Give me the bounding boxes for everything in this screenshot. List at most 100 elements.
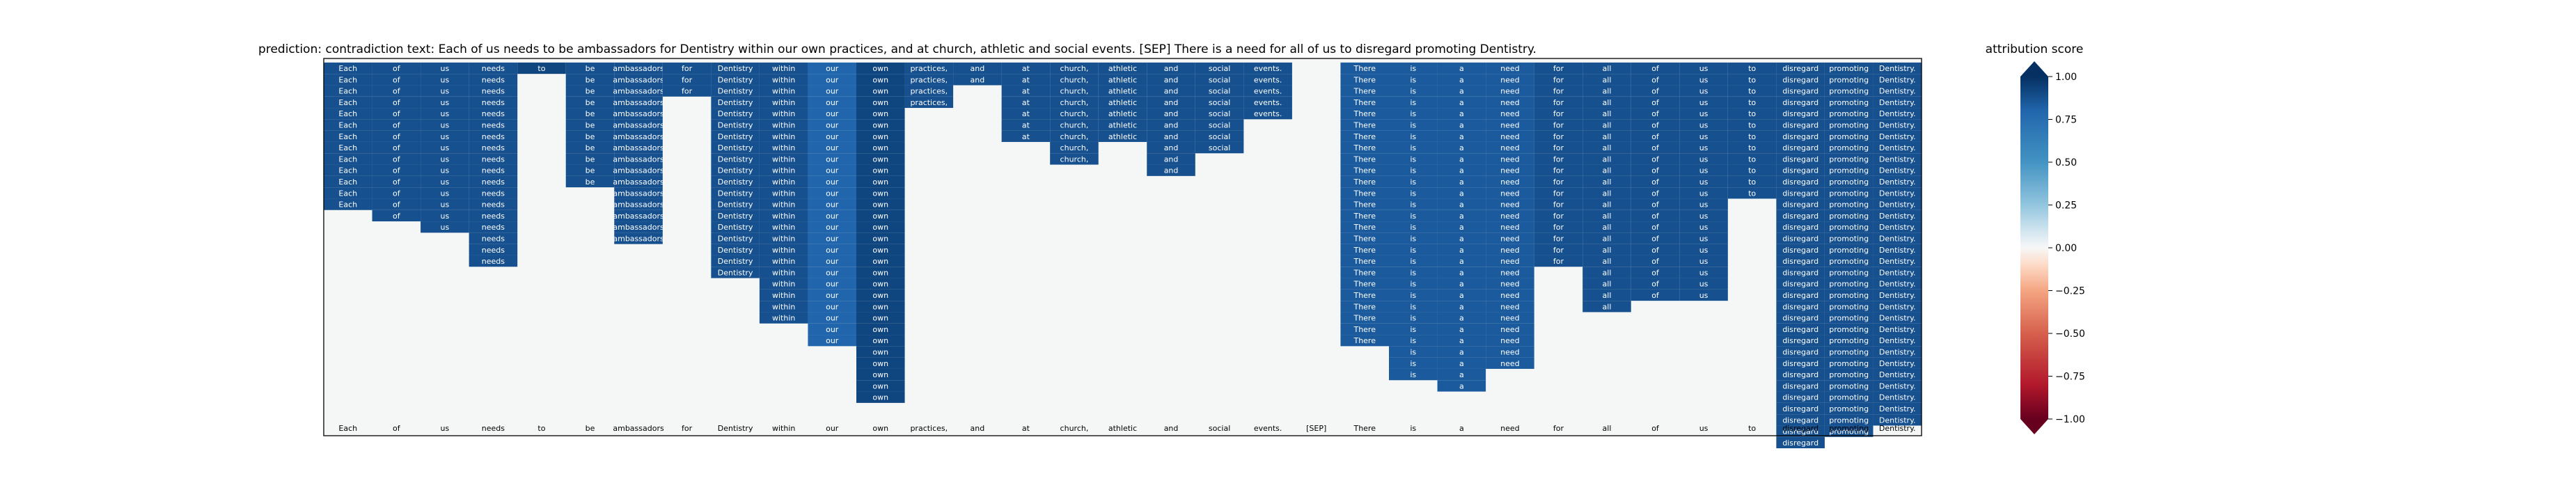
cell-token-label: within: [772, 155, 795, 164]
cell-token-label: within: [772, 268, 795, 277]
cell-token-label: all: [1603, 87, 1612, 96]
heatmap-cell: [1631, 232, 1680, 244]
cell-token-label: is: [1410, 75, 1416, 84]
cell-token-label: ambassadors: [613, 200, 664, 210]
heatmap-cell: [1001, 119, 1051, 131]
heatmap-cell: [1340, 130, 1389, 142]
cell-token-label: of: [1651, 155, 1660, 164]
cell-token-label: is: [1410, 268, 1416, 277]
x-tick-label: events.: [1254, 424, 1282, 433]
heatmap-cell: [1631, 85, 1680, 97]
heatmap-cell: [372, 153, 421, 165]
cell-token-label: needs: [482, 246, 505, 255]
cell-token-label: our: [826, 75, 839, 84]
cell-token-label: a: [1459, 75, 1464, 84]
cell-token-label: for: [1553, 75, 1564, 84]
heatmap-cell: [856, 244, 905, 255]
heatmap-cell: [1776, 402, 1825, 415]
cell-token-label: own: [872, 155, 888, 164]
cell-token-label: events.: [1254, 75, 1282, 84]
heatmap-cell: [1340, 153, 1389, 165]
heatmap-cell: [469, 164, 518, 176]
cell-token-label: disregard: [1782, 314, 1819, 323]
cell-token-label: is: [1410, 246, 1416, 255]
heatmap-cell: [904, 96, 954, 109]
x-tick-label: a: [1459, 424, 1464, 433]
cell-token-label: disregard: [1782, 155, 1819, 164]
heatmap-cell: [711, 198, 760, 210]
heatmap-cell: [324, 96, 372, 109]
cell-token-label: Dentistry: [718, 87, 753, 96]
cell-token-label: us: [1699, 166, 1709, 175]
heatmap-cell: [1389, 346, 1438, 358]
heatmap-cell: [1001, 62, 1051, 74]
cell-token-label: promoting: [1829, 200, 1869, 210]
cell-token-label: Dentistry.: [1879, 155, 1916, 164]
cell-token-label: of: [1651, 143, 1660, 152]
heatmap-cell: [1824, 267, 1874, 278]
x-tick-labels: Each of us needs to be ambassadors for Dentistry…: [338, 424, 1915, 433]
cell-token-label: us: [1699, 235, 1709, 244]
heatmap-cell: [1389, 119, 1438, 131]
cell-token-label: Each: [338, 155, 357, 164]
cell-token-label: is: [1410, 177, 1416, 187]
heatmap-cell: [1582, 210, 1631, 222]
heatmap-cell: [614, 187, 663, 199]
cell-token-label: Dentistry.: [1879, 177, 1916, 187]
cell-token-label: Dentistry.: [1879, 336, 1916, 345]
heatmap-cell: [1243, 85, 1292, 97]
cell-token-label: for: [682, 87, 693, 96]
cell-token-label: for: [1553, 235, 1564, 244]
cell-token-label: own: [872, 314, 888, 323]
cell-token-label: need: [1500, 235, 1520, 244]
cell-token-label: own: [872, 166, 888, 175]
cell-token-label: Dentistry.: [1879, 109, 1916, 118]
cell-token-label: us: [441, 109, 450, 118]
heatmap-cell: [1195, 85, 1244, 97]
heatmap-cell: [1534, 255, 1583, 267]
heatmap-cell: [1195, 119, 1244, 131]
heatmap-cell: [517, 62, 566, 74]
heatmap-cell: [1582, 62, 1631, 74]
heatmap-cell: [856, 357, 905, 369]
heatmap-cell: [1147, 153, 1195, 165]
cell-token-label: be: [586, 143, 595, 152]
cell-token-label: all: [1603, 223, 1612, 232]
cell-token-label: need: [1500, 302, 1520, 311]
heatmap-cell: [1195, 141, 1244, 154]
cell-token-label: us: [441, 189, 450, 198]
cell-token-label: is: [1410, 109, 1416, 118]
heatmap-cell: [1486, 244, 1534, 255]
heatmap-cell: [1389, 141, 1438, 154]
heatmap-cell: [808, 198, 856, 210]
cell-token-label: Dentistry.: [1879, 291, 1916, 300]
cell-token-label: us: [1699, 177, 1709, 187]
cell-token-label: to: [1748, 109, 1756, 118]
heatmap-cell: [1389, 323, 1438, 335]
cell-token-label: practices,: [910, 87, 948, 96]
cell-token-label: Dentistry: [718, 143, 753, 152]
heatmap-cell: [1486, 85, 1534, 97]
cell-token-label: of: [1651, 87, 1660, 96]
cell-token-label: needs: [482, 143, 505, 152]
heatmap-cell: [1582, 85, 1631, 97]
cell-token-label: for: [1553, 257, 1564, 266]
heatmap-cell: [1679, 267, 1728, 278]
cell-token-label: disregard: [1782, 348, 1819, 357]
heatmap-cell: [614, 141, 663, 154]
heatmap-cell: [1389, 357, 1438, 369]
heatmap-cell: [1389, 198, 1438, 210]
cell-token-label: a: [1459, 314, 1464, 323]
heatmap-cell: [953, 74, 1002, 86]
heatmap-cell: [469, 221, 518, 233]
cell-token-label: own: [872, 302, 888, 311]
cell-token-label: social: [1209, 109, 1230, 118]
heatmap-cell: [1727, 164, 1777, 176]
heatmap-cell: [1824, 62, 1874, 74]
x-tick-label: Dentistry: [718, 424, 753, 433]
cell-token-label: us: [441, 98, 450, 107]
heatmap-cell: [1631, 175, 1680, 188]
cell-token-label: church,: [1060, 155, 1089, 164]
heatmap-cell: [1486, 74, 1534, 86]
heatmap-cell: [1873, 301, 1922, 313]
